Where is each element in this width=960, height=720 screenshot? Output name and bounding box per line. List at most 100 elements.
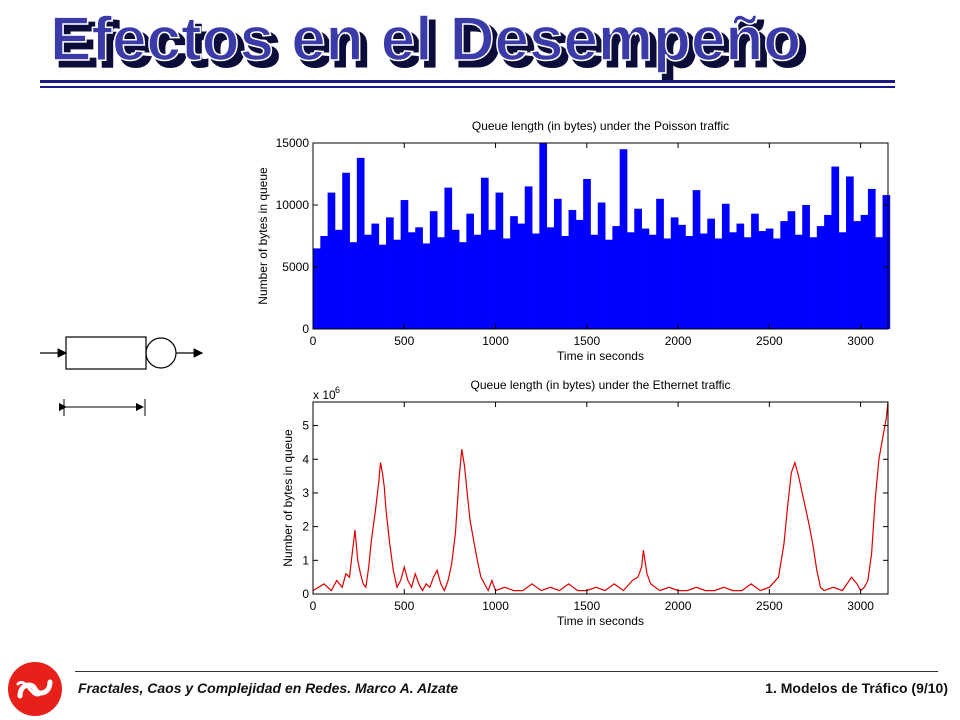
queue-diagram: [40, 336, 204, 416]
data-bar: [444, 187, 453, 329]
data-bar: [875, 237, 883, 329]
data-bar: [685, 236, 694, 329]
data-bar: [393, 239, 402, 329]
y-tick-label: 5000: [282, 260, 309, 274]
data-bar: [539, 143, 548, 329]
data-bar: [714, 238, 723, 329]
chart-title: Queue length (in bytes) under the Poisso…: [472, 119, 729, 133]
data-bar: [495, 192, 504, 329]
x-tick-label: 2500: [756, 599, 783, 613]
y-tick-label: 5: [302, 419, 309, 433]
data-bar: [751, 213, 759, 329]
plot-frame: [312, 401, 889, 595]
data-bar: [641, 228, 650, 329]
data-bar: [663, 238, 672, 329]
data-bar: [846, 176, 854, 329]
y-tick-label: 15000: [276, 136, 310, 150]
y-axis-label: Number of bytes in queue: [256, 167, 270, 305]
data-bar: [451, 229, 460, 329]
data-bar: [524, 186, 533, 329]
data-bar: [853, 221, 862, 329]
data-bar: [459, 242, 467, 329]
x-tick-label: 1500: [573, 599, 600, 613]
data-bar: [743, 237, 752, 329]
data-bar: [882, 195, 891, 329]
data-bar: [699, 233, 708, 329]
title-underline-secondary: [40, 86, 895, 88]
data-bar: [809, 237, 818, 329]
data-bar: [575, 219, 584, 329]
data-bar: [656, 198, 664, 329]
x-tick-label: 1000: [482, 334, 509, 348]
data-bar: [371, 223, 380, 329]
data-bar: [466, 213, 475, 329]
data-bar: [561, 236, 569, 329]
y-tick-label: 4: [302, 452, 309, 466]
data-bar: [765, 228, 774, 329]
data-bar: [729, 232, 737, 329]
y-multiplier-label: x 10: [313, 388, 336, 402]
data-bar: [488, 229, 496, 329]
slide-title-area: Efectos en el Desempeño Efectos en el De…: [40, 0, 900, 95]
data-bar: [342, 172, 350, 329]
data-bar: [546, 227, 555, 329]
data-bar: [473, 234, 482, 329]
data-bar: [692, 190, 701, 329]
ethernet-queue-chart: Queue length (in bytes) under the Ethern…: [281, 378, 889, 628]
data-bar: [612, 226, 621, 329]
data-bar: [736, 223, 745, 329]
data-bar: [415, 227, 423, 329]
footer-divider: [75, 671, 938, 672]
y-tick-label: 0: [302, 587, 309, 601]
x-tick-label: 2000: [665, 334, 692, 348]
data-bar: [780, 221, 788, 329]
plot-frame: [312, 142, 889, 330]
y-multiplier-exponent: 6: [335, 385, 340, 395]
slide-title-shadow: Efectos en el Desempeño: [56, 11, 807, 80]
data-bar: [517, 223, 526, 329]
y-tick-label: 1: [302, 553, 309, 567]
poisson-queue-chart: Queue length (in bytes) under the Poisso…: [256, 119, 891, 363]
data-bar: [313, 248, 321, 329]
data-bar: [773, 238, 781, 329]
data-bar: [429, 211, 438, 329]
data-bar: [787, 211, 796, 329]
slide-title-graphic: Efectos en el Desempeño Efectos en el De…: [49, 4, 808, 80]
y-axis-label: Number of bytes in queue: [281, 429, 295, 567]
data-bar: [510, 216, 518, 329]
x-tick-label: 3000: [847, 334, 874, 348]
y-tick-label: 0: [302, 322, 309, 336]
chart-title: Queue length (in bytes) under the Ethern…: [471, 378, 731, 392]
data-bar: [597, 202, 606, 329]
data-bar: [502, 238, 511, 329]
data-bar: [634, 208, 642, 329]
data-bar: [386, 217, 394, 329]
data-bar: [831, 166, 840, 329]
data-bar: [707, 218, 715, 329]
data-bar: [590, 234, 599, 329]
data-line: [312, 401, 889, 593]
y-tick-label: 10000: [276, 198, 310, 212]
footer-section-page: 1. Modelos de Tráfico (9/10): [765, 680, 948, 696]
x-tick-label: 3000: [847, 599, 874, 613]
data-bar: [532, 233, 540, 329]
y-tick-label: 3: [302, 486, 309, 500]
x-tick-label: 0: [310, 334, 317, 348]
data-bar: [349, 242, 358, 329]
data-bar: [758, 231, 767, 329]
data-bar: [816, 226, 825, 329]
data-bar: [583, 178, 591, 329]
slide-title: Efectos en el Desempeño: [50, 5, 801, 74]
data-bar: [838, 232, 847, 329]
data-bar: [378, 244, 387, 329]
data-bar: [867, 188, 876, 329]
data-bar: [480, 177, 489, 329]
data-bar: [619, 149, 628, 329]
data-bar: [400, 200, 409, 329]
data-bar: [721, 203, 730, 329]
title-underline: [40, 80, 895, 83]
x-tick-label: 1000: [482, 599, 509, 613]
y-tick-label: 2: [302, 520, 309, 534]
x-tick-label: 2000: [665, 599, 692, 613]
data-bar: [670, 217, 679, 329]
